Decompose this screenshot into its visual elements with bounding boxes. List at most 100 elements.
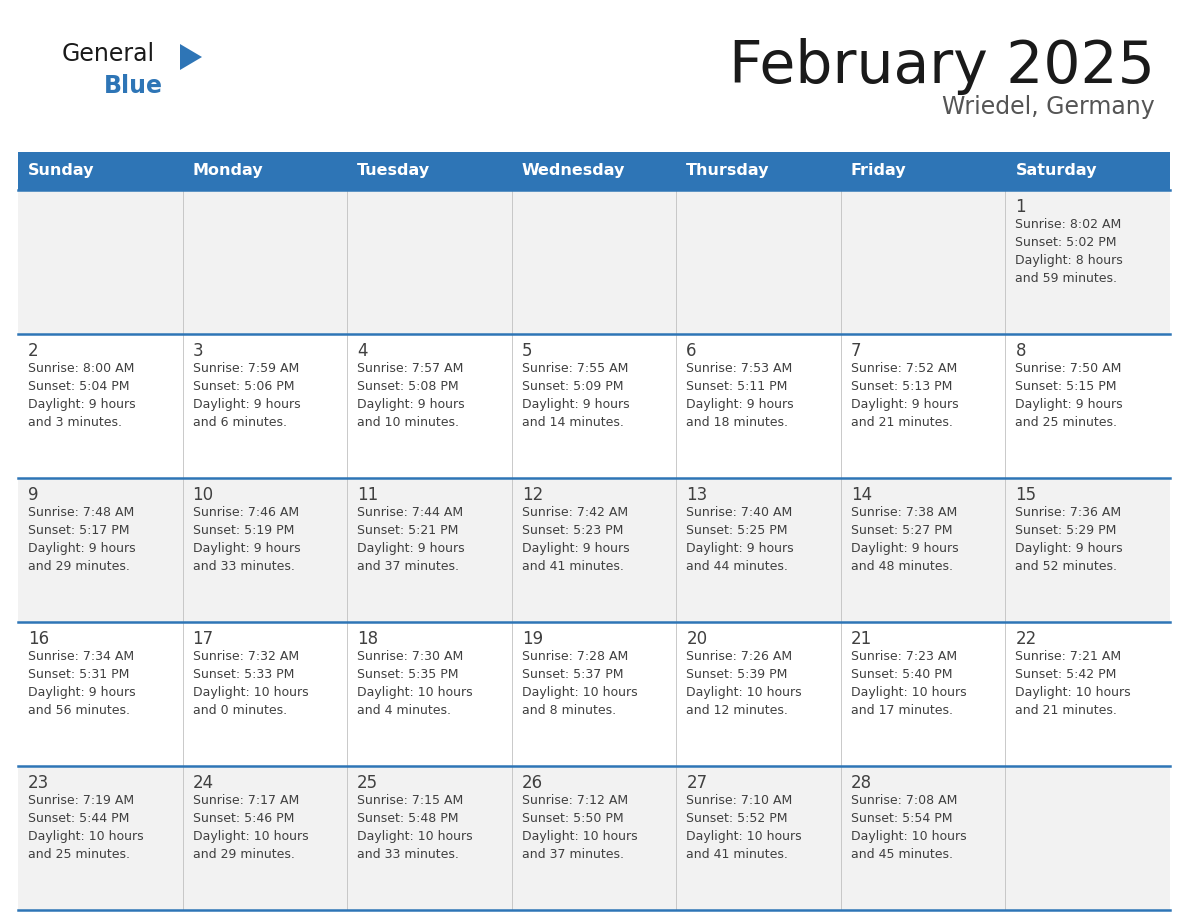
Text: Sunset: 5:13 PM: Sunset: 5:13 PM: [851, 380, 953, 393]
Text: and 41 minutes.: and 41 minutes.: [687, 848, 788, 861]
Text: 2: 2: [29, 342, 39, 360]
Text: 17: 17: [192, 630, 214, 648]
Text: Sunrise: 8:02 AM: Sunrise: 8:02 AM: [1016, 218, 1121, 231]
Text: Sunrise: 7:55 AM: Sunrise: 7:55 AM: [522, 362, 628, 375]
Text: and 33 minutes.: and 33 minutes.: [192, 560, 295, 573]
Text: Sunset: 5:35 PM: Sunset: 5:35 PM: [358, 668, 459, 681]
Text: Sunrise: 7:19 AM: Sunrise: 7:19 AM: [29, 794, 134, 807]
Text: Daylight: 9 hours: Daylight: 9 hours: [358, 542, 465, 555]
Text: 27: 27: [687, 774, 707, 792]
Text: 11: 11: [358, 486, 379, 504]
Text: Sunset: 5:52 PM: Sunset: 5:52 PM: [687, 812, 788, 825]
Text: 13: 13: [687, 486, 708, 504]
Text: and 4 minutes.: and 4 minutes.: [358, 704, 451, 717]
Text: Daylight: 9 hours: Daylight: 9 hours: [29, 398, 135, 411]
Text: 22: 22: [1016, 630, 1037, 648]
Text: and 21 minutes.: and 21 minutes.: [851, 416, 953, 429]
Text: Sunset: 5:42 PM: Sunset: 5:42 PM: [1016, 668, 1117, 681]
Text: and 25 minutes.: and 25 minutes.: [1016, 416, 1118, 429]
Text: 14: 14: [851, 486, 872, 504]
Text: Sunset: 5:21 PM: Sunset: 5:21 PM: [358, 524, 459, 537]
Text: Sunrise: 7:40 AM: Sunrise: 7:40 AM: [687, 506, 792, 519]
Text: Sunset: 5:25 PM: Sunset: 5:25 PM: [687, 524, 788, 537]
Text: Daylight: 10 hours: Daylight: 10 hours: [358, 830, 473, 843]
Text: Sunset: 5:37 PM: Sunset: 5:37 PM: [522, 668, 624, 681]
Text: Sunset: 5:31 PM: Sunset: 5:31 PM: [29, 668, 129, 681]
Bar: [18, 190, 1170, 334]
Bar: [18, 766, 1170, 910]
Text: Sunrise: 7:15 AM: Sunrise: 7:15 AM: [358, 794, 463, 807]
Text: Daylight: 10 hours: Daylight: 10 hours: [1016, 686, 1131, 699]
Text: Sunrise: 7:50 AM: Sunrise: 7:50 AM: [1016, 362, 1121, 375]
Text: 1: 1: [1016, 198, 1026, 216]
Text: Daylight: 10 hours: Daylight: 10 hours: [687, 830, 802, 843]
Text: 26: 26: [522, 774, 543, 792]
Text: 15: 15: [1016, 486, 1037, 504]
Text: 4: 4: [358, 342, 367, 360]
Text: Sunset: 5:02 PM: Sunset: 5:02 PM: [1016, 236, 1117, 249]
Text: Daylight: 9 hours: Daylight: 9 hours: [358, 398, 465, 411]
Text: and 14 minutes.: and 14 minutes.: [522, 416, 624, 429]
Text: Daylight: 10 hours: Daylight: 10 hours: [851, 686, 967, 699]
Text: 10: 10: [192, 486, 214, 504]
Text: Sunrise: 7:26 AM: Sunrise: 7:26 AM: [687, 650, 792, 663]
Text: Sunday: Sunday: [29, 163, 95, 178]
Text: Daylight: 9 hours: Daylight: 9 hours: [1016, 398, 1123, 411]
Text: and 56 minutes.: and 56 minutes.: [29, 704, 129, 717]
Text: Tuesday: Tuesday: [358, 163, 430, 178]
Text: 12: 12: [522, 486, 543, 504]
Bar: [18, 334, 1170, 478]
Text: Sunset: 5:06 PM: Sunset: 5:06 PM: [192, 380, 295, 393]
Text: Sunrise: 7:30 AM: Sunrise: 7:30 AM: [358, 650, 463, 663]
Text: Sunrise: 7:46 AM: Sunrise: 7:46 AM: [192, 506, 298, 519]
Text: 19: 19: [522, 630, 543, 648]
Text: and 17 minutes.: and 17 minutes.: [851, 704, 953, 717]
Text: Sunrise: 7:08 AM: Sunrise: 7:08 AM: [851, 794, 958, 807]
Text: Sunset: 5:40 PM: Sunset: 5:40 PM: [851, 668, 953, 681]
Text: and 48 minutes.: and 48 minutes.: [851, 560, 953, 573]
Text: and 25 minutes.: and 25 minutes.: [29, 848, 129, 861]
Text: Sunrise: 7:38 AM: Sunrise: 7:38 AM: [851, 506, 958, 519]
Text: Daylight: 9 hours: Daylight: 9 hours: [29, 686, 135, 699]
Text: Sunset: 5:48 PM: Sunset: 5:48 PM: [358, 812, 459, 825]
Text: Sunset: 5:33 PM: Sunset: 5:33 PM: [192, 668, 293, 681]
Text: Sunset: 5:09 PM: Sunset: 5:09 PM: [522, 380, 624, 393]
Text: Wednesday: Wednesday: [522, 163, 625, 178]
Text: and 45 minutes.: and 45 minutes.: [851, 848, 953, 861]
Text: and 44 minutes.: and 44 minutes.: [687, 560, 788, 573]
Text: 24: 24: [192, 774, 214, 792]
Text: Sunset: 5:17 PM: Sunset: 5:17 PM: [29, 524, 129, 537]
Text: Daylight: 10 hours: Daylight: 10 hours: [29, 830, 144, 843]
Text: and 3 minutes.: and 3 minutes.: [29, 416, 122, 429]
Text: Sunset: 5:04 PM: Sunset: 5:04 PM: [29, 380, 129, 393]
Text: 9: 9: [29, 486, 38, 504]
Text: Monday: Monday: [192, 163, 264, 178]
Text: Daylight: 10 hours: Daylight: 10 hours: [522, 686, 637, 699]
Text: Sunrise: 8:00 AM: Sunrise: 8:00 AM: [29, 362, 134, 375]
Text: 6: 6: [687, 342, 697, 360]
Text: and 12 minutes.: and 12 minutes.: [687, 704, 788, 717]
Text: Sunrise: 7:57 AM: Sunrise: 7:57 AM: [358, 362, 463, 375]
Text: Daylight: 9 hours: Daylight: 9 hours: [192, 542, 301, 555]
Text: Sunrise: 7:21 AM: Sunrise: 7:21 AM: [1016, 650, 1121, 663]
Text: 25: 25: [358, 774, 378, 792]
Text: 3: 3: [192, 342, 203, 360]
Text: Saturday: Saturday: [1016, 163, 1097, 178]
Text: Blue: Blue: [105, 74, 163, 98]
Text: Daylight: 9 hours: Daylight: 9 hours: [851, 542, 959, 555]
Text: Thursday: Thursday: [687, 163, 770, 178]
Text: Daylight: 9 hours: Daylight: 9 hours: [522, 398, 630, 411]
Text: Daylight: 8 hours: Daylight: 8 hours: [1016, 254, 1123, 267]
Text: and 59 minutes.: and 59 minutes.: [1016, 272, 1118, 285]
Text: Wriedel, Germany: Wriedel, Germany: [942, 95, 1155, 119]
Text: Sunrise: 7:52 AM: Sunrise: 7:52 AM: [851, 362, 958, 375]
Text: February 2025: February 2025: [729, 38, 1155, 95]
Text: Daylight: 9 hours: Daylight: 9 hours: [851, 398, 959, 411]
Text: and 29 minutes.: and 29 minutes.: [192, 848, 295, 861]
Text: Sunset: 5:27 PM: Sunset: 5:27 PM: [851, 524, 953, 537]
Text: and 52 minutes.: and 52 minutes.: [1016, 560, 1118, 573]
Text: Daylight: 10 hours: Daylight: 10 hours: [851, 830, 967, 843]
Text: Daylight: 9 hours: Daylight: 9 hours: [192, 398, 301, 411]
Text: Sunrise: 7:17 AM: Sunrise: 7:17 AM: [192, 794, 299, 807]
Text: and 8 minutes.: and 8 minutes.: [522, 704, 615, 717]
